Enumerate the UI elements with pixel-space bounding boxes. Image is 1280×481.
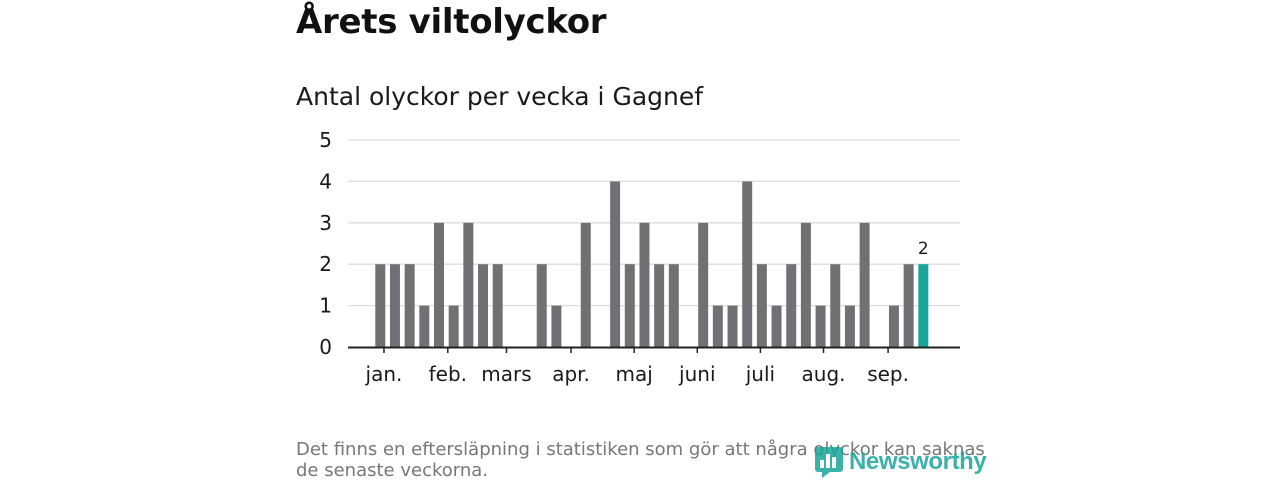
bar bbox=[815, 305, 826, 347]
bar bbox=[492, 264, 503, 347]
y-tick-label: 2 bbox=[319, 252, 332, 276]
chart-container: Årets viltolyckor Antal olyckor per veck… bbox=[296, 0, 996, 481]
y-tick-label: 1 bbox=[319, 294, 332, 318]
bar bbox=[375, 264, 386, 347]
bar bbox=[478, 264, 489, 347]
newsworthy-logo-text: Newsworthy bbox=[849, 448, 987, 475]
bar bbox=[712, 305, 723, 347]
bar bbox=[434, 222, 444, 347]
y-tick-label: 5 bbox=[319, 128, 332, 152]
bar bbox=[551, 305, 562, 347]
page-title: Årets viltolyckor bbox=[296, 2, 607, 42]
chart-title: Antal olyckor per vecka i Gagnef bbox=[296, 82, 704, 111]
bar bbox=[888, 305, 899, 347]
bars bbox=[375, 181, 929, 347]
bar bbox=[800, 222, 811, 347]
bar bbox=[698, 222, 709, 347]
x-tick-label: maj bbox=[616, 362, 653, 386]
y-tick-label: 0 bbox=[319, 335, 332, 359]
bar bbox=[844, 305, 855, 347]
bar bbox=[668, 264, 679, 347]
highlighted-bar bbox=[918, 264, 929, 347]
data-label: 2 bbox=[918, 239, 929, 259]
bar bbox=[404, 264, 415, 347]
x-tick-label: jan. bbox=[365, 362, 403, 386]
bar bbox=[903, 264, 914, 347]
bar bbox=[771, 305, 782, 347]
bar bbox=[830, 264, 841, 347]
x-tick-label: feb. bbox=[429, 362, 467, 386]
bar bbox=[448, 305, 459, 347]
x-axis: jan. feb. mars apr. maj juni juli aug. sep. bbox=[348, 346, 960, 386]
y-axis-ticks: 0 1 2 3 4 5 bbox=[319, 128, 332, 359]
newsworthy-logo: Newsworthy bbox=[814, 445, 987, 479]
bar bbox=[624, 264, 635, 347]
y-tick-label: 3 bbox=[319, 211, 332, 235]
bar bbox=[419, 305, 430, 347]
bar bbox=[859, 222, 870, 347]
bar bbox=[786, 264, 797, 347]
bar bbox=[536, 264, 547, 347]
x-tick-label: aug. bbox=[802, 362, 846, 386]
x-tick-label: juni bbox=[678, 362, 715, 386]
bar-chart: 0 1 2 3 4 5 jan. feb. mars apr. maj juni juli aug. se… bbox=[319, 128, 960, 386]
bar bbox=[610, 181, 621, 347]
bar bbox=[742, 181, 753, 347]
x-tick-label: mars bbox=[481, 362, 531, 386]
x-tick-label: sep. bbox=[867, 362, 909, 386]
bar bbox=[756, 264, 767, 347]
x-tick-label: apr. bbox=[552, 362, 590, 386]
footnote: Det finns en eftersläpning i statistiken… bbox=[296, 439, 985, 481]
bar bbox=[463, 222, 474, 347]
x-tick-label: juli bbox=[745, 362, 775, 386]
bar bbox=[580, 222, 591, 347]
bar bbox=[639, 222, 650, 347]
newsworthy-logo-icon bbox=[815, 447, 843, 478]
bar bbox=[727, 305, 738, 347]
data-labels: 2 bbox=[918, 239, 929, 259]
bar bbox=[389, 264, 400, 347]
grid-lines bbox=[348, 139, 960, 307]
y-tick-label: 4 bbox=[319, 169, 332, 193]
bar bbox=[654, 264, 665, 347]
